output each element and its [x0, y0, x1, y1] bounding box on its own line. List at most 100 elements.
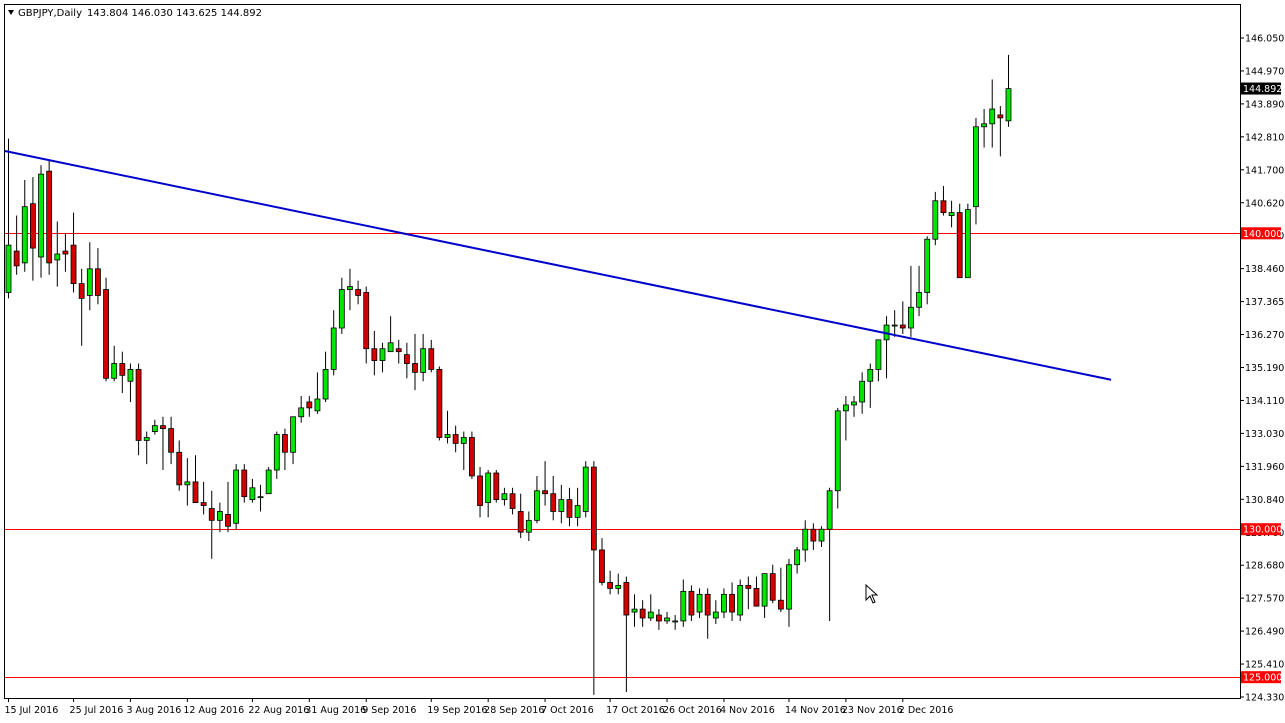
candle-body-up — [485, 472, 492, 503]
candle-body-down — [940, 200, 947, 213]
candle — [103, 277, 109, 382]
candle — [867, 363, 874, 408]
candle-body-up — [631, 608, 638, 613]
candle-body-up — [460, 437, 467, 444]
candle — [501, 487, 508, 506]
candle — [574, 487, 581, 527]
candle-body-down — [550, 493, 557, 512]
candle-body-up — [420, 348, 427, 373]
candle — [265, 467, 272, 495]
candle-body-down — [517, 511, 524, 533]
candle — [802, 520, 809, 562]
header-triangle-icon[interactable] — [8, 10, 14, 15]
candle-body-up — [21, 206, 28, 264]
candle — [769, 564, 776, 604]
candle — [273, 431, 280, 479]
candle — [444, 410, 451, 444]
candle-body-up — [330, 327, 337, 370]
candle-body-up — [802, 528, 809, 551]
candle — [371, 330, 378, 376]
horizontal-levels[interactable] — [5, 233, 1240, 678]
level-price-tag-bg — [1241, 523, 1281, 536]
candle-body-down — [412, 363, 418, 373]
candle — [721, 588, 727, 618]
candle — [948, 200, 955, 228]
y-tick-label: 127.570 — [1245, 594, 1284, 605]
candle — [241, 464, 248, 503]
candle-body-down — [363, 292, 370, 350]
candle-body-down — [119, 363, 126, 376]
candle-body-down — [371, 348, 378, 361]
level-price-tag: 125.000 — [1243, 673, 1282, 684]
candle — [436, 366, 443, 441]
candle — [119, 351, 126, 394]
trendline[interactable] — [4, 150, 1112, 381]
candle-body-up — [184, 481, 191, 486]
candle-body-down — [899, 324, 906, 329]
candle-body-down — [810, 528, 817, 542]
candle-body-down — [769, 573, 776, 601]
candle — [981, 109, 987, 148]
candle — [623, 576, 630, 692]
candle-body-up — [859, 380, 866, 403]
candle-body-down — [70, 244, 77, 285]
candle — [818, 526, 825, 547]
candle — [509, 487, 516, 515]
candle — [387, 316, 394, 353]
candle-body-down — [355, 289, 361, 296]
y-tick-label: 126.490 — [1245, 627, 1284, 638]
candle — [753, 576, 760, 607]
candle-body-down — [639, 608, 646, 619]
y-tick-label: 140.620 — [1245, 198, 1284, 209]
candle — [322, 351, 329, 402]
price-axis[interactable]: 146.050 144.970 143.890 142.810 141.700 140.6… — [1240, 34, 1284, 704]
candle-body-up — [826, 490, 833, 530]
candle-body-up — [111, 363, 118, 379]
candle-body-up — [216, 511, 223, 521]
candle-body-up — [851, 401, 857, 406]
trendline-layer[interactable] — [4, 150, 1112, 381]
candle — [696, 588, 703, 618]
candle-body-down — [282, 434, 288, 453]
candle-body-up — [444, 434, 451, 438]
candle — [590, 461, 597, 695]
y-tick-label: 135.190 — [1245, 363, 1284, 374]
candle — [899, 301, 906, 334]
x-tick-label: 2 Dec 2016 — [899, 705, 954, 716]
candle — [599, 538, 605, 586]
candle-body-up — [322, 369, 329, 400]
x-tick-label: 9 Sep 2016 — [362, 705, 416, 716]
candle-body-down — [493, 472, 500, 501]
candle-body-up — [680, 590, 687, 622]
level-price-tag-bg — [1241, 227, 1281, 240]
candle-body-up — [387, 342, 394, 353]
candles — [5, 54, 1012, 695]
candle — [672, 615, 679, 630]
candle — [737, 579, 744, 621]
candle-body-down — [436, 369, 443, 438]
candle — [290, 416, 296, 465]
candle-body-up — [534, 490, 540, 521]
candle — [233, 464, 240, 530]
candle — [542, 461, 548, 506]
candle — [428, 339, 435, 373]
candle-body-up — [5, 244, 12, 293]
candle — [21, 180, 28, 272]
candle-body-down — [729, 593, 735, 613]
level-price-tag-bg — [1241, 671, 1281, 684]
candle-body-down — [745, 585, 752, 589]
y-tick-label: 128.680 — [1245, 561, 1284, 572]
y-tick-label: 144.970 — [1245, 66, 1284, 77]
candle-body-up — [916, 292, 922, 308]
candle — [842, 396, 849, 441]
chart-header: GBPJPY,Daily 143.804 146.030 143.625 144… — [8, 8, 262, 19]
candle — [192, 455, 199, 503]
candle-body-up — [924, 238, 931, 293]
candle-body-down — [656, 614, 662, 622]
time-axis[interactable]: 15 Jul 2016 25 Jul 2016 3 Aug 2016 12 Aug 2… — [5, 698, 954, 716]
candle — [460, 431, 467, 471]
candle — [826, 487, 833, 621]
candle-body-up — [786, 564, 792, 610]
mouse-cursor-icon — [865, 583, 879, 604]
